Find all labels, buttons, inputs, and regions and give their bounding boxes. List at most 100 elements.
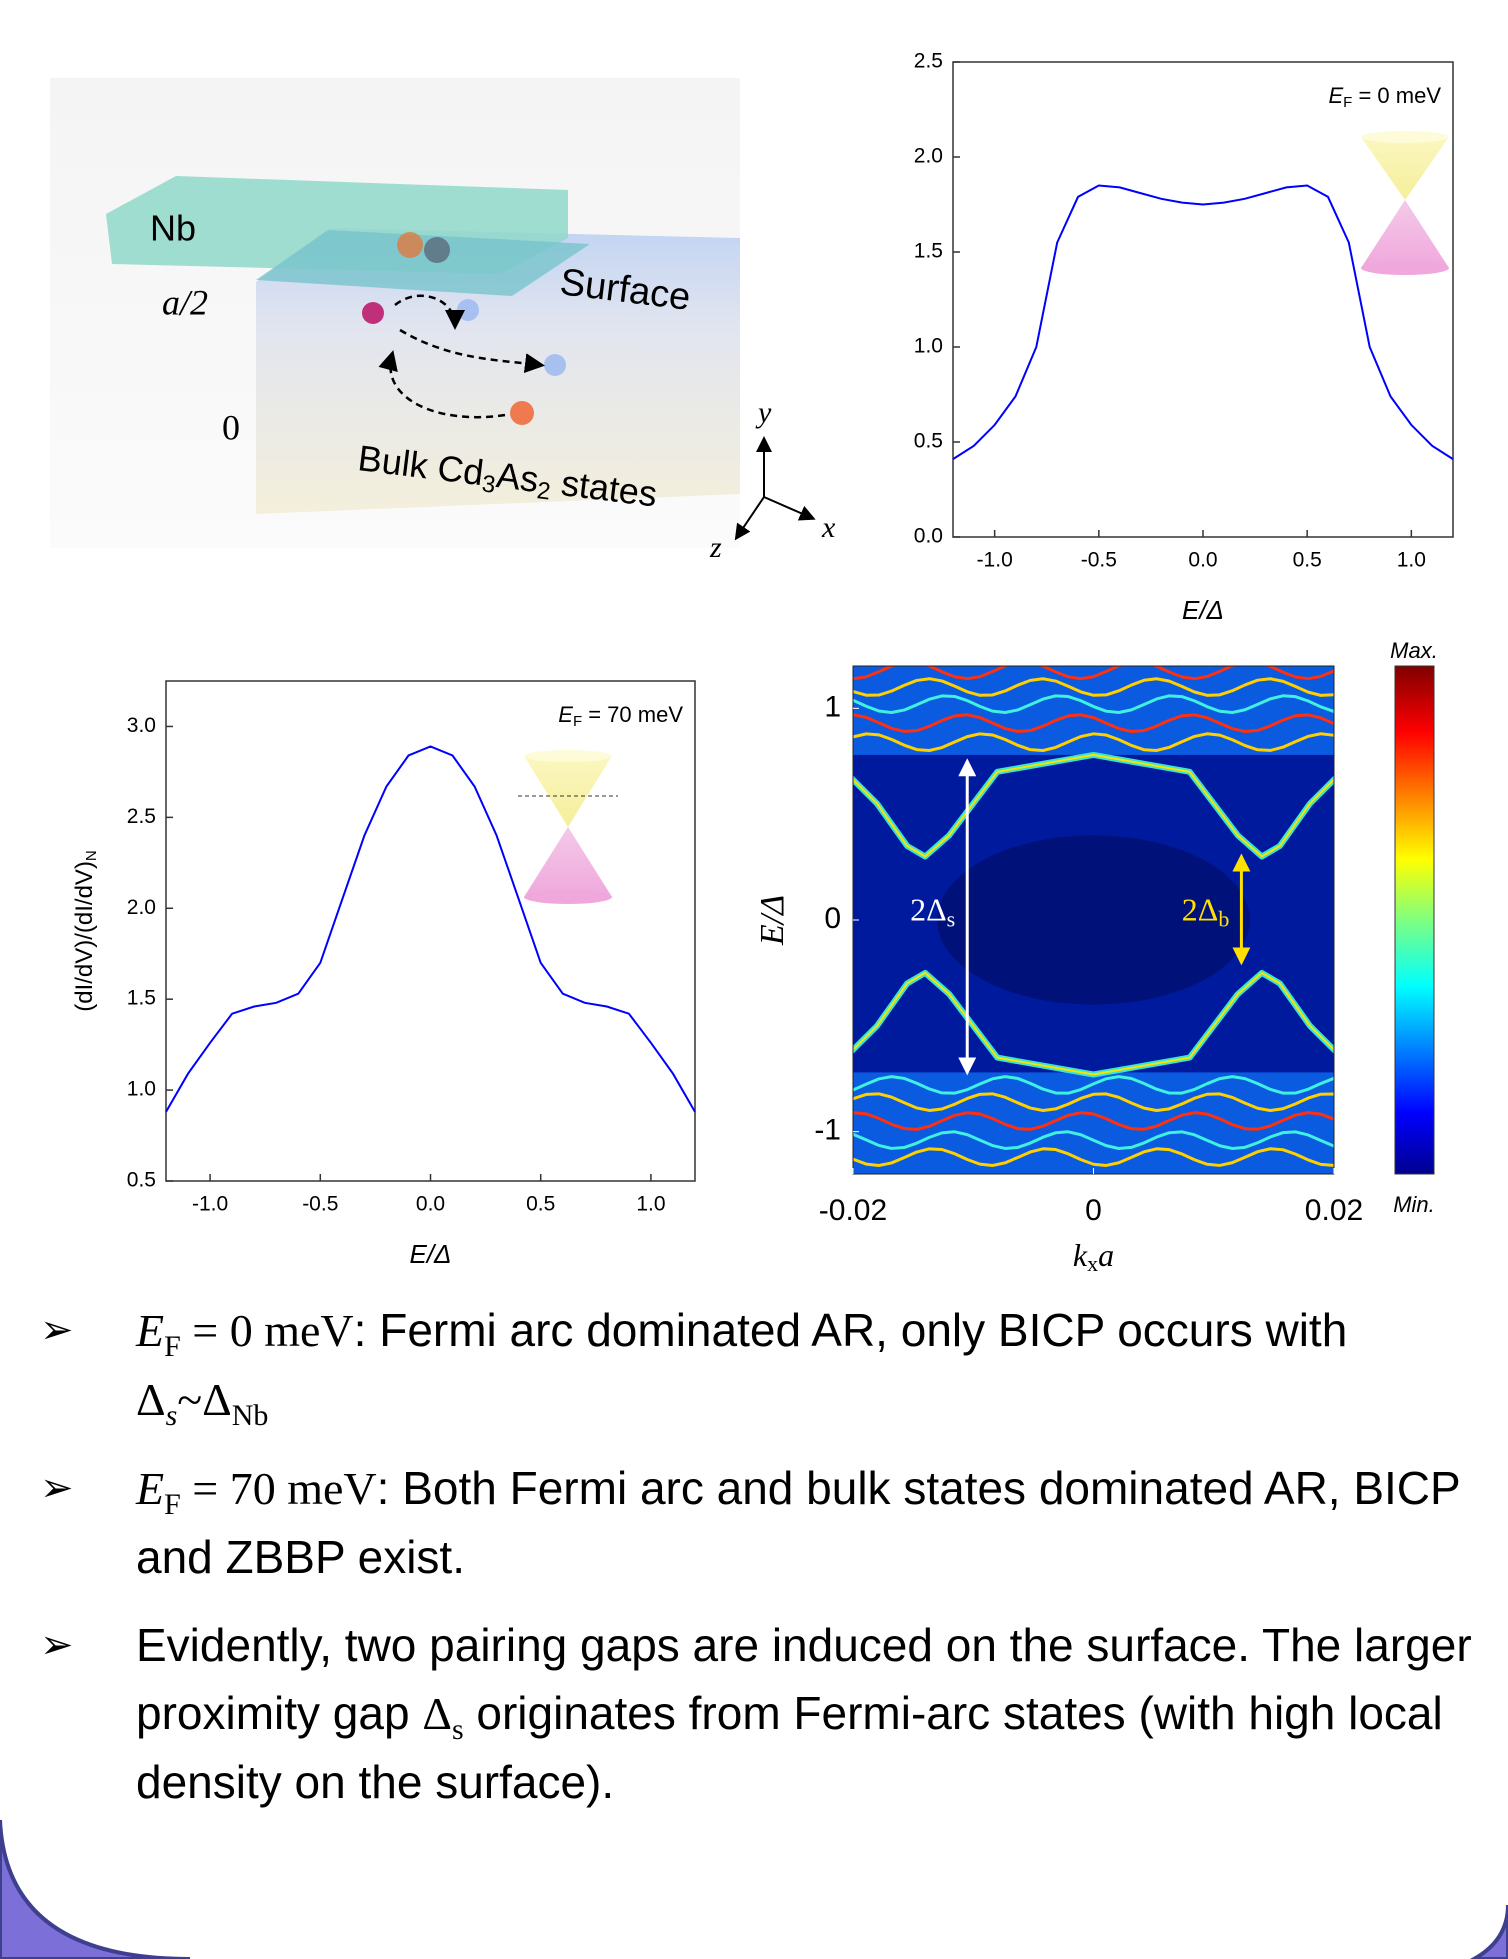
electron bbox=[457, 299, 479, 321]
axis-label: z bbox=[709, 531, 722, 564]
math: Δ bbox=[422, 1688, 452, 1739]
y-tick-label: 1 bbox=[824, 690, 841, 723]
x-tick-label: 0.02 bbox=[1305, 1194, 1363, 1227]
hop-arrow bbox=[378, 350, 506, 419]
hop-arrow bbox=[394, 294, 465, 330]
axis-label: x bbox=[821, 511, 836, 544]
y-tick-label: 1.0 bbox=[127, 1078, 156, 1101]
x-axis-label: a bbox=[1098, 1237, 1114, 1273]
axis-arrow bbox=[763, 496, 816, 521]
annotation: F bbox=[573, 713, 582, 730]
heatmap-band bbox=[853, 1147, 1334, 1167]
heatmap-band bbox=[853, 1075, 1334, 1095]
math: F bbox=[164, 1488, 181, 1522]
heatmap bbox=[853, 666, 1334, 1174]
bullet-text: Evidently, two pairing gaps are induced … bbox=[136, 1619, 1472, 1739]
math: F bbox=[164, 1330, 181, 1364]
electron bbox=[397, 232, 423, 258]
heatmap-band bbox=[853, 694, 1334, 715]
gap-label: s bbox=[947, 907, 956, 932]
heatmap-band bbox=[853, 971, 1334, 1076]
x-axis-label: x bbox=[1087, 1251, 1098, 1276]
y-tick-label: 0.5 bbox=[127, 1169, 156, 1192]
math: s bbox=[165, 1399, 178, 1433]
heatmap-band bbox=[853, 1092, 1334, 1112]
colorbar-label: Min. bbox=[1393, 1192, 1435, 1217]
heatmap-core bbox=[937, 835, 1250, 1005]
bullet-text: originates from Fermi-arc states (with h… bbox=[136, 1687, 1443, 1808]
gap-label: 2Δ bbox=[1182, 892, 1219, 928]
heatmap-band bbox=[853, 713, 1334, 734]
x-tick-label: -1.0 bbox=[977, 549, 1013, 572]
axis-arrow bbox=[734, 496, 765, 541]
x-axis-label: k bbox=[1073, 1237, 1088, 1273]
bullet-list: ➢ EF = 0 meV: Fermi arc dominated AR, onl… bbox=[0, 1296, 1480, 1836]
y-axis-label: (dI/dV)/(dI/dV)N bbox=[71, 850, 100, 1012]
bullet: ➢ Evidently, two pairing gaps are induced… bbox=[0, 1611, 1480, 1816]
schematic: Nb a/2 0 Surface Bulk Cd3As2 states y x … bbox=[50, 78, 836, 564]
plot-frame bbox=[165, 680, 696, 1182]
x-tick-label: 1.0 bbox=[636, 1193, 665, 1216]
annotation: EF = 0 meV bbox=[1328, 83, 1441, 111]
x-axis-label: E/Δ bbox=[409, 1239, 451, 1269]
math: Nb bbox=[231, 1399, 269, 1433]
bullet-marker: ➢ bbox=[40, 1307, 74, 1353]
x-axis-label: E/Δ bbox=[1182, 595, 1224, 625]
cone bbox=[1361, 261, 1449, 275]
y-axis-label: N bbox=[83, 850, 100, 861]
cone bbox=[1361, 131, 1449, 143]
math: s bbox=[451, 1713, 464, 1747]
nb-label: Nb bbox=[150, 208, 196, 249]
surface-slab bbox=[256, 230, 590, 296]
line bbox=[952, 184, 1454, 460]
y-tick-label: 1.0 bbox=[914, 335, 943, 358]
bulk-block bbox=[256, 228, 740, 514]
math: E bbox=[136, 1463, 165, 1514]
y-tick-label: 2.0 bbox=[914, 145, 943, 168]
annotation: E bbox=[558, 702, 573, 727]
math: E bbox=[136, 1305, 165, 1356]
annotation: EF = 70 meV bbox=[558, 702, 683, 730]
annotation: = 0 meV bbox=[1352, 83, 1441, 108]
hop-arrow bbox=[399, 328, 545, 374]
x-tick-label: -0.02 bbox=[819, 1194, 887, 1227]
cone bbox=[1361, 200, 1449, 268]
electron bbox=[510, 401, 534, 425]
y-tick-label: -1 bbox=[814, 1114, 841, 1147]
gap-label: b bbox=[1218, 907, 1229, 932]
heatmap-band bbox=[853, 1111, 1334, 1131]
bullet-marker: ➢ bbox=[40, 1465, 74, 1511]
colorbar bbox=[1394, 665, 1435, 1175]
y-tick-label: 3.0 bbox=[127, 714, 156, 737]
annotation: E bbox=[1328, 83, 1343, 108]
x-tick-label: 0 bbox=[1085, 1194, 1102, 1227]
x-tick-label: 0.5 bbox=[1293, 549, 1322, 572]
bullet: ➢ EF = 70 meV: Both Fermi arc and bulk st… bbox=[0, 1454, 1480, 1591]
y-tick-label: 2.5 bbox=[127, 805, 156, 828]
x-axis-label: kxa bbox=[1073, 1237, 1114, 1276]
bullet-marker: ➢ bbox=[40, 1622, 74, 1668]
bullet-text: : Fermi arc dominated AR, only BICP occu… bbox=[353, 1304, 1348, 1356]
bullet-text: : Both Fermi arc and bulk states dominat… bbox=[136, 1462, 1460, 1583]
gap-label: 2Δ bbox=[910, 892, 947, 928]
y-axis-label: E/Δ bbox=[754, 895, 791, 946]
cone bbox=[524, 827, 612, 897]
axis-label: y bbox=[755, 396, 772, 429]
height-label: a/2 bbox=[162, 282, 208, 322]
zero-label: 0 bbox=[222, 407, 240, 447]
y-axis-label: (dI/dV)/(dI/dV) bbox=[71, 861, 98, 1012]
annotation: F bbox=[1343, 94, 1352, 111]
gap-label: 2Δs bbox=[910, 892, 955, 932]
x-tick-label: 1.0 bbox=[1397, 549, 1426, 572]
heatmap-band bbox=[853, 677, 1334, 697]
math: = 70 meV bbox=[180, 1463, 377, 1514]
y-tick-label: 0.0 bbox=[914, 525, 943, 548]
heatmap-band bbox=[853, 1130, 1334, 1151]
cone bbox=[1361, 137, 1449, 200]
y-tick-label: 0 bbox=[824, 902, 841, 935]
y-tick-label: 1.5 bbox=[914, 240, 943, 263]
line bbox=[165, 745, 696, 1113]
electron bbox=[424, 237, 450, 263]
cone bbox=[524, 750, 612, 762]
